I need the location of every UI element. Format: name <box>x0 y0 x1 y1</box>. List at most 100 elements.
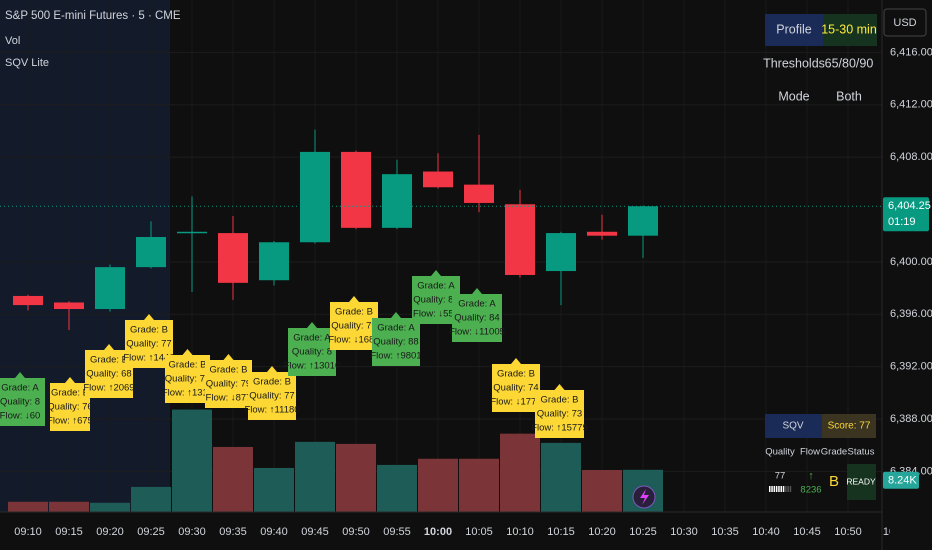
signal-box <box>165 349 210 403</box>
candle-body <box>628 206 658 236</box>
table-cell-bg <box>822 414 876 438</box>
quality-value: 77 <box>775 471 786 482</box>
alert-bolt <box>640 489 649 505</box>
quality-meter-seg <box>778 486 780 492</box>
table-cell: Mode <box>778 89 809 103</box>
y-tick-label: 6,416.00 <box>890 46 932 58</box>
x-axis: 09:10 09:15 09:20 09:25 09:30 09:35 09:40 09:45… <box>14 526 890 538</box>
x-tick-label: 09:35 <box>219 526 247 538</box>
volume-bar <box>90 502 130 512</box>
volume-last-label: 8.24K <box>888 475 917 487</box>
y-tick-label: 6,392.00 <box>890 361 932 373</box>
table-header: Flow <box>800 447 820 458</box>
signal-box <box>248 366 296 420</box>
signal-text: Grade: B <box>90 355 128 366</box>
signal-text: Quality: 88 <box>373 337 418 348</box>
signal-text: Flow: ↓1682 <box>328 335 379 346</box>
signal-text: Flow: ↓11005 <box>449 327 505 338</box>
table-score: Score: 77 <box>828 421 871 432</box>
y-tick-label: 6,388.00 <box>890 413 932 425</box>
signal-label: Grade: A Quality: 8 Flow: ↑13010 <box>284 322 340 376</box>
candle-body <box>13 295 43 306</box>
table-cell: 65/80/90 <box>825 56 874 70</box>
x-tick-label: 10:35 <box>711 526 739 538</box>
flow-arrow: ↑ <box>808 470 814 482</box>
currency-button[interactable] <box>883 8 927 37</box>
signal-label: Grade: B Quality: 73 Flow: ↑15779 <box>531 384 588 438</box>
signal-text: Grade: A <box>293 333 331 344</box>
x-tick-label: 10:00 <box>424 526 452 538</box>
x-tick-label: 09:40 <box>260 526 288 538</box>
x-tick-label: 10:45 <box>793 526 821 538</box>
x-tick-label: 10:15 <box>547 526 575 538</box>
quality-meter-seg <box>780 486 782 492</box>
signal-box <box>330 296 378 350</box>
volume-bar <box>254 467 294 512</box>
quality-meter-seg <box>787 486 789 492</box>
signal-box <box>412 270 460 324</box>
signal-text: Quality: 84 <box>413 295 458 306</box>
signal-text: Quality: 74 <box>493 383 538 394</box>
signal-text: Grade: B <box>51 388 89 399</box>
volume-bar <box>377 464 417 512</box>
table-cell-bg <box>765 414 822 438</box>
signal-text: Quality: 79 <box>331 321 376 332</box>
candle-body <box>587 231 617 236</box>
x-tick-label: 10:10 <box>506 526 534 538</box>
signal-text: Flow: ↓60 <box>0 411 40 422</box>
signal-box <box>372 312 420 366</box>
table-cell: Both <box>836 89 862 103</box>
signal-label: Grade: A Quality: 88 Flow: ↑9801 <box>370 312 422 366</box>
volume-bar <box>541 442 581 512</box>
y-tick-label: 6,396.00 <box>890 308 932 320</box>
signal-text: Grade: B <box>335 307 373 318</box>
volume-bar <box>500 433 540 512</box>
signal-text: Flow: ↑2069 <box>83 383 134 394</box>
signal-text: Quality: 8 <box>0 397 40 408</box>
signal-text: Flow: ↓1778 <box>490 397 541 408</box>
volume-bar <box>49 501 89 512</box>
signal-text: Quality: 77 <box>126 339 171 350</box>
y-tick-label: 6,400.00 <box>890 256 932 268</box>
x-tick-label: 10:30 <box>670 526 698 538</box>
currency[interactable]: USD <box>893 17 916 29</box>
volume-last-box <box>883 471 919 489</box>
signal-label: Grade: B Quality: 77 Flow: ↑11180 <box>244 366 300 420</box>
table-header: Quality <box>765 447 795 458</box>
table-cell-bg <box>765 14 823 46</box>
signal-text: Flow: ↑1446 <box>123 353 174 364</box>
signal-label: Grade: B Quality: 79 Flow: ↓877 <box>205 354 252 408</box>
signal-text: Quality: 84 <box>454 313 499 324</box>
x-tick-label: 09:20 <box>96 526 124 538</box>
grade-value: B <box>829 473 839 490</box>
quality-meter-seg <box>773 486 776 492</box>
volume-bar <box>213 446 253 512</box>
x-tick-label: 09:45 <box>301 526 329 538</box>
signal-text: Grade: A <box>458 299 496 310</box>
signal-label: Grade: B Quality: 79 Flow: ↓1682 <box>328 296 380 350</box>
status-value: READY <box>846 476 876 486</box>
candle-body <box>136 237 166 268</box>
candle-body <box>546 233 576 272</box>
signal-text: Grade: A <box>1 383 39 394</box>
signal-box <box>50 377 90 431</box>
signal-text: Quality: 76 <box>47 402 92 413</box>
signal-text: Flow: ↓558 <box>413 309 459 320</box>
flow-value: 8236 <box>800 485 821 496</box>
volume-bar <box>336 443 376 512</box>
candle-body <box>54 302 84 310</box>
volume-bar <box>418 458 458 512</box>
candle-body <box>95 267 125 310</box>
last-price-box <box>883 197 929 232</box>
x-tick-label: 10:25 <box>629 526 657 538</box>
indicator-label: SQV Lite <box>5 57 49 69</box>
quality-meter-seg <box>769 486 771 492</box>
signal-box <box>535 384 584 438</box>
table-cell: 15-30 min <box>821 22 877 36</box>
signal-text: Flow: ↑15779 <box>531 423 588 434</box>
table-header: Status <box>848 447 875 458</box>
volume-bar <box>295 441 335 512</box>
quality-meter-seg <box>789 486 792 492</box>
